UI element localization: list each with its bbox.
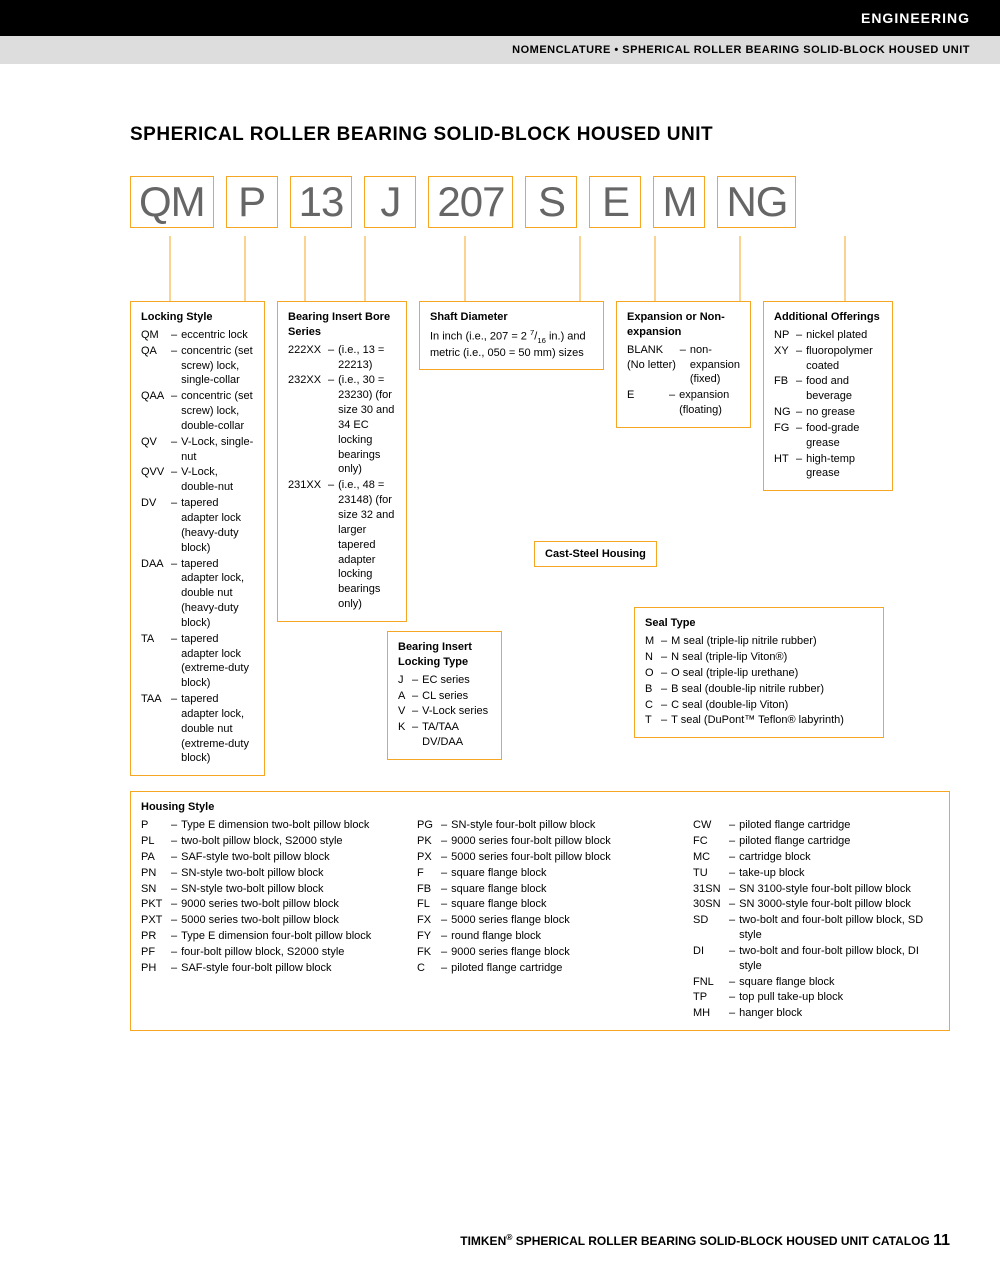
entry: 31SN–SN 3100-style four-bolt pillow bloc… xyxy=(693,882,939,897)
shaft-diameter-desc: In inch (i.e., 207 = 2 7/16 in.) and met… xyxy=(430,328,593,361)
entry: QM–eccentric lock xyxy=(141,328,254,343)
footer-catalog: TIMKEN® SPHERICAL ROLLER BEARING SOLID-B… xyxy=(460,1232,950,1250)
code-boxes-row: QM P 13 J 207 S E M NG xyxy=(130,176,950,228)
entry: TP–top pull take-up block xyxy=(693,990,939,1005)
bore-series-box: Bearing Insert Bore Series 222XX–(i.e., … xyxy=(277,301,407,622)
entry: NP–nickel plated xyxy=(774,328,882,343)
entry: FY–round flange block xyxy=(417,929,663,944)
expansion-title: Expansion or Non-expansion xyxy=(627,310,740,340)
entry: O–O seal (triple-lip urethane) xyxy=(645,666,873,681)
entry: DI–two-bolt and four-bolt pillow block, … xyxy=(693,944,939,974)
code-qm: QM xyxy=(130,176,214,228)
entry: PX–5000 series four-bolt pillow block xyxy=(417,850,663,865)
entry: T–T seal (DuPont™ Teflon® labyrinth) xyxy=(645,713,873,728)
seal-type-box: Seal Type M–M seal (triple-lip nitrile r… xyxy=(634,607,884,738)
entry: MC–cartridge block xyxy=(693,850,939,865)
entry: SD–two-bolt and four-bolt pillow block, … xyxy=(693,913,939,943)
entry: PKT–9000 series two-bolt pillow block xyxy=(141,897,387,912)
header-engineering: ENGINEERING xyxy=(0,0,1000,36)
info-boxes-area: Locking Style QM–eccentric lockQA–concen… xyxy=(130,301,950,1031)
entry: V–V-Lock series xyxy=(398,704,491,719)
housing-title: Housing Style xyxy=(141,800,939,815)
entry: QV–V-Lock, single-nut xyxy=(141,435,254,465)
code-s: S xyxy=(525,176,577,228)
housing-box: Housing Style P–Type E dimension two-bol… xyxy=(130,791,950,1031)
entry: F–square flange block xyxy=(417,866,663,881)
entry: FB–square flange block xyxy=(417,882,663,897)
page-title: SPHERICAL ROLLER BEARING SOLID-BLOCK HOU… xyxy=(130,124,950,146)
entry: FK–9000 series flange block xyxy=(417,945,663,960)
locking-type-title: Bearing Insert Locking Type xyxy=(398,640,491,670)
entry: FC–piloted flange cartridge xyxy=(693,834,939,849)
entry: PXT–5000 series two-bolt pillow block xyxy=(141,913,387,928)
expansion-box: Expansion or Non-expansion BLANK (No let… xyxy=(616,301,751,428)
entry: FX–5000 series flange block xyxy=(417,913,663,928)
entry: QVV–V-Lock, double-nut xyxy=(141,465,254,495)
entry: B–B seal (double-lip nitrile rubber) xyxy=(645,682,873,697)
entry: M–M seal (triple-lip nitrile rubber) xyxy=(645,634,873,649)
code-ng: NG xyxy=(717,176,796,228)
entry: FNL–square flange block xyxy=(693,975,939,990)
entry: TAA–tapered adapter lock, double nut (ex… xyxy=(141,692,254,766)
cast-steel-box: Cast-Steel Housing xyxy=(534,541,657,567)
entry: MH–hanger block xyxy=(693,1006,939,1021)
entry: DV–tapered adapter lock (heavy-duty bloc… xyxy=(141,496,254,555)
entry: P–Type E dimension two-bolt pillow block xyxy=(141,818,387,833)
code-e: E xyxy=(589,176,641,228)
bore-series-title: Bearing Insert Bore Series xyxy=(288,310,396,340)
additional-box: Additional Offerings NP–nickel platedXY–… xyxy=(763,301,893,491)
entry: 232XX–(i.e., 30 = 23230) (for size 30 an… xyxy=(288,373,396,477)
code-13: 13 xyxy=(290,176,353,228)
entry: QAA–concentric (set screw) lock, double-… xyxy=(141,389,254,434)
entry: XY–fluoropolymer coated xyxy=(774,344,882,374)
entry: A–CL series xyxy=(398,689,491,704)
entry: CW–piloted flange cartridge xyxy=(693,818,939,833)
entry: PN–SN-style two-bolt pillow block xyxy=(141,866,387,881)
entry: TU–take-up block xyxy=(693,866,939,881)
entry: PH–SAF-style four-bolt pillow block xyxy=(141,961,387,976)
entry: FB–food and beverage xyxy=(774,374,882,404)
seal-type-title: Seal Type xyxy=(645,616,873,631)
entry: J–EC series xyxy=(398,673,491,688)
entry: PL–two-bolt pillow block, S2000 style xyxy=(141,834,387,849)
entry: C–piloted flange cartridge xyxy=(417,961,663,976)
entry: NG–no grease xyxy=(774,405,882,420)
entry: QA–concentric (set screw) lock, single-c… xyxy=(141,344,254,389)
shaft-diameter-box: Shaft Diameter In inch (i.e., 207 = 2 7/… xyxy=(419,301,604,370)
header-nomenclature: NOMENCLATURE • SPHERICAL ROLLER BEARING … xyxy=(0,36,1000,64)
main-content: SPHERICAL ROLLER BEARING SOLID-BLOCK HOU… xyxy=(0,64,1000,1061)
entry: PF–four-bolt pillow block, S2000 style xyxy=(141,945,387,960)
entry: HT–high-temp grease xyxy=(774,452,882,482)
entry: 231XX–(i.e., 48 = 23148) (for size 32 an… xyxy=(288,478,396,612)
code-207: 207 xyxy=(428,176,513,228)
entry: 222XX–(i.e., 13 = 22213) xyxy=(288,343,396,373)
entry: FG–food-grade grease xyxy=(774,421,882,451)
locking-style-title: Locking Style xyxy=(141,310,254,325)
entry: PR–Type E dimension four-bolt pillow blo… xyxy=(141,929,387,944)
code-j: J xyxy=(364,176,416,228)
entry: TA–tapered adapter lock (extreme-duty bl… xyxy=(141,632,254,691)
shaft-diameter-title: Shaft Diameter xyxy=(430,310,593,325)
entry: N–N seal (triple-lip Viton®) xyxy=(645,650,873,665)
entry: PG–SN-style four-bolt pillow block xyxy=(417,818,663,833)
entry: 30SN–SN 3000-style four-bolt pillow bloc… xyxy=(693,897,939,912)
entry: K–TA/TAA DV/DAA xyxy=(398,720,491,750)
entry: C–C seal (double-lip Viton) xyxy=(645,698,873,713)
entry: FL–square flange block xyxy=(417,897,663,912)
entry: PK–9000 series four-bolt pillow block xyxy=(417,834,663,849)
locking-style-box: Locking Style QM–eccentric lockQA–concen… xyxy=(130,301,265,776)
entry: SN–SN-style two-bolt pillow block xyxy=(141,882,387,897)
entry: PA–SAF-style two-bolt pillow block xyxy=(141,850,387,865)
locking-type-box: Bearing Insert Locking Type J–EC seriesA… xyxy=(387,631,502,760)
entry: DAA–tapered adapter lock, double nut (he… xyxy=(141,557,254,631)
code-m: M xyxy=(653,176,705,228)
connector-lines xyxy=(130,236,950,301)
additional-title: Additional Offerings xyxy=(774,310,882,325)
code-p: P xyxy=(226,176,278,228)
